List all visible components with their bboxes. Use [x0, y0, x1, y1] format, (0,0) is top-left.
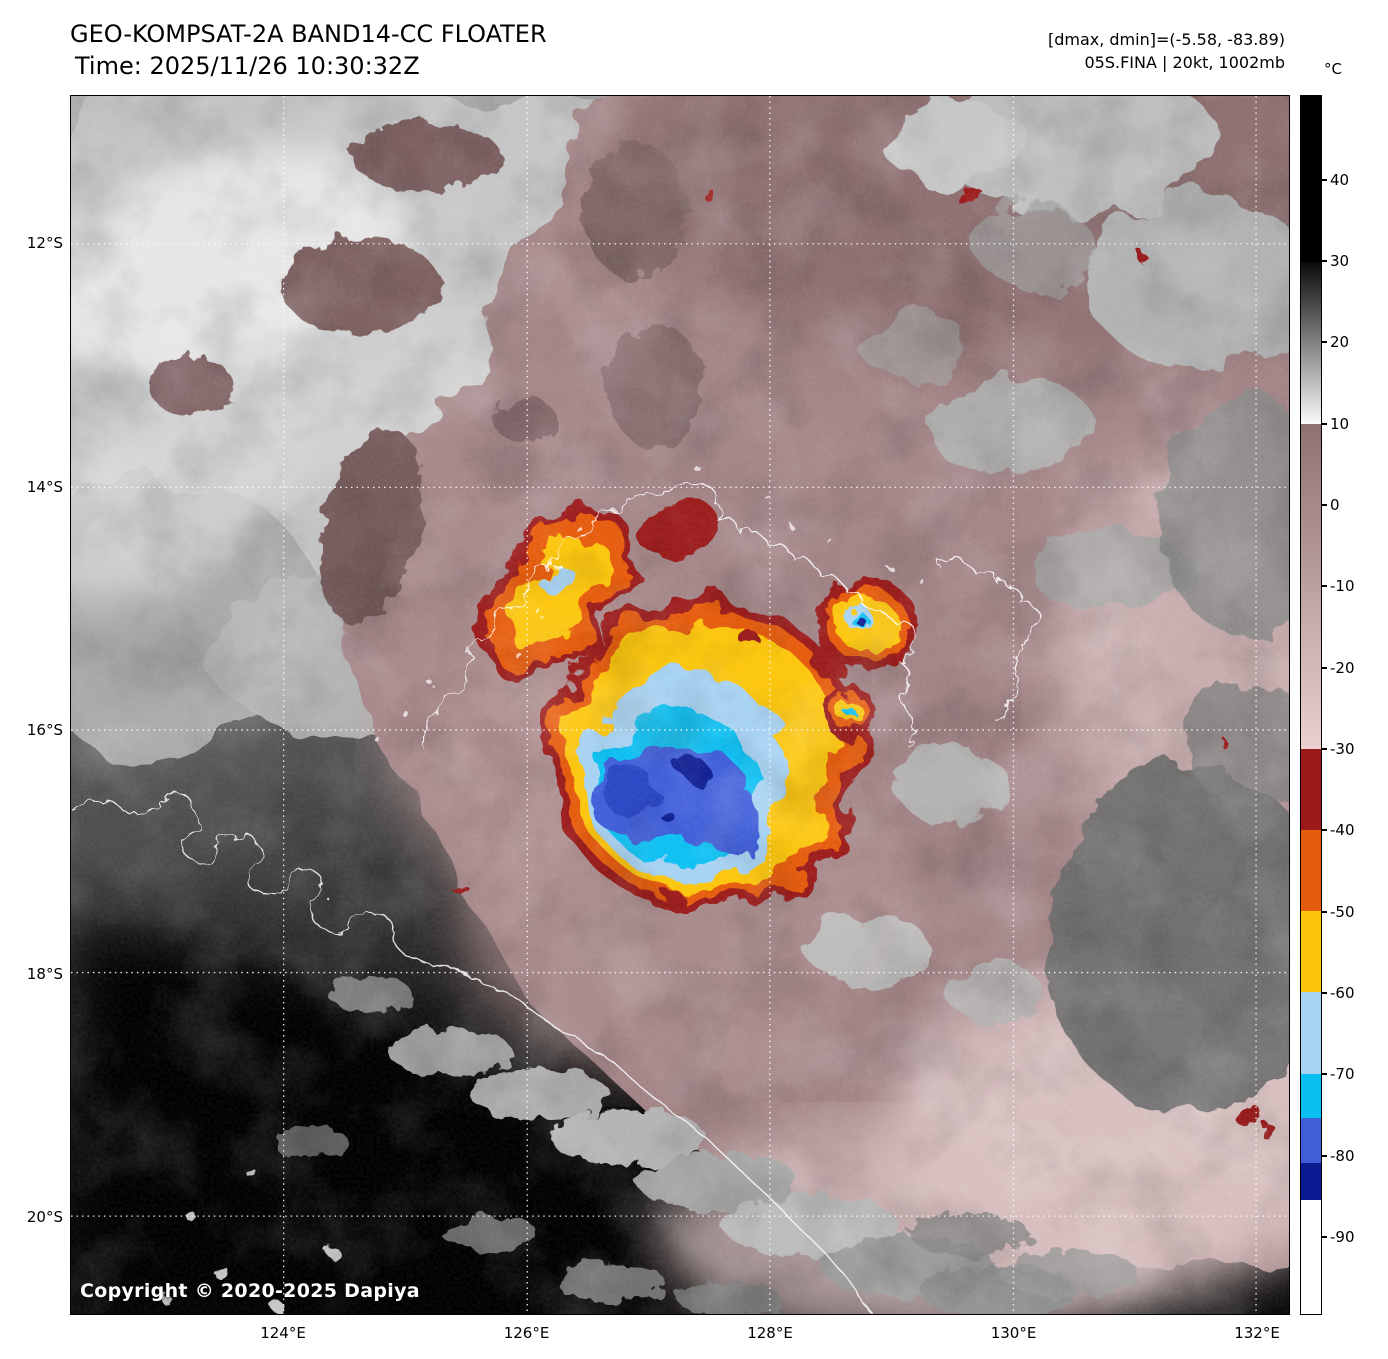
colorbar-segment-orange: [1301, 830, 1321, 912]
colorbar-tick-mark: [1322, 991, 1327, 994]
header-right-block: [dmax, dmin]=(-5.58, -83.89) 05S.FINA | …: [1048, 28, 1285, 74]
colorbar-tick-mark: [1322, 585, 1327, 588]
colorbar-tick-label: -20: [1330, 658, 1355, 677]
colorbar-segment-light-blue: [1301, 992, 1321, 1074]
dmax-dmin-label: [dmax, dmin]=(-5.58, -83.89): [1047, 30, 1285, 49]
colorbar-tick-mark: [1322, 503, 1327, 506]
colorbar: [1300, 95, 1322, 1315]
colorbar-tick-label: 30: [1330, 251, 1350, 270]
timestamp-label: Time: 2025/11/26 10:30:32Z: [75, 52, 420, 80]
lon-tick-label: 132°E: [1234, 1324, 1280, 1342]
colorbar-tick-mark: [1322, 1073, 1327, 1076]
copyright-label: Copyright © 2020-2025 Dapiya: [80, 1280, 420, 1302]
colorbar-tick-mark: [1322, 1154, 1327, 1157]
colorbar-tick-mark: [1322, 666, 1327, 669]
colorbar-tick-label: -30: [1330, 739, 1355, 758]
colorbar-segment-blue: [1301, 1118, 1321, 1163]
lon-tick-label: 124°E: [260, 1324, 306, 1342]
colorbar-tick-mark: [1322, 829, 1327, 832]
colorbar-tick-label: -50: [1330, 902, 1355, 921]
lat-tick-label: 14°S: [26, 477, 63, 496]
sensor-grain: [71, 96, 1289, 1314]
colorbar-tick-label: -80: [1330, 1146, 1355, 1165]
colorbar-segment-hot-black: [1301, 96, 1321, 262]
colorbar-tick-mark: [1322, 341, 1327, 344]
colorbar-tick-mark: [1322, 910, 1327, 913]
island-specks: [374, 466, 925, 742]
colorbar-tick-label: 10: [1330, 414, 1350, 433]
lat-tick-label: 18°S: [26, 964, 63, 983]
colorbar-tick-label: 0: [1330, 495, 1340, 514]
colorbar-tick-mark: [1322, 422, 1327, 425]
lon-tick-label: 128°E: [747, 1324, 793, 1342]
colorbar-tick-mark: [1322, 178, 1327, 181]
lat-tick-label: 12°S: [26, 234, 63, 252]
colorbar-tick-label: -70: [1330, 1065, 1355, 1084]
colorbar-tick-mark: [1322, 747, 1327, 750]
lon-tick-label: 130°E: [990, 1324, 1037, 1342]
colorbar-tick-mark: [1322, 259, 1327, 262]
colorbar-tick-label: -40: [1330, 821, 1355, 840]
colorbar-segment-cold-white: [1301, 1199, 1321, 1314]
colorbar-tick-label: -60: [1330, 983, 1355, 1002]
colorbar-tick-label: 40: [1330, 170, 1350, 189]
colorbar-tick-label: -90: [1330, 1227, 1355, 1246]
colorbar-unit-label: °C: [1324, 60, 1342, 78]
colorbar-segment-cyan: [1301, 1073, 1321, 1119]
colorbar-segment-warm-brown: [1301, 424, 1321, 749]
satellite-scene: [71, 96, 1289, 1314]
colorbar-segment-dark-red: [1301, 748, 1321, 831]
lat-tick-label: 20°S: [26, 1208, 63, 1226]
coastlines: [71, 466, 1039, 1314]
storm-info-label: 05S.FINA | 20kt, 1002mb: [1084, 53, 1285, 72]
colorbar-tick-label: 20: [1330, 333, 1350, 352]
lat-tick-label: 16°S: [26, 721, 63, 739]
colorbar-segment-yellow: [1301, 911, 1321, 993]
colorbar-segment-gray-ramp: [1301, 261, 1321, 425]
product-title: GEO-KOMPSAT-2A BAND14-CC FLOATER: [70, 20, 547, 48]
map-frame: [70, 95, 1290, 1315]
colorbar-tick-mark: [1322, 1235, 1327, 1238]
colorbar-segment-dark-blue: [1301, 1162, 1321, 1200]
lon-tick-label: 126°E: [503, 1324, 550, 1342]
colorbar-tick-label: -10: [1330, 577, 1355, 596]
